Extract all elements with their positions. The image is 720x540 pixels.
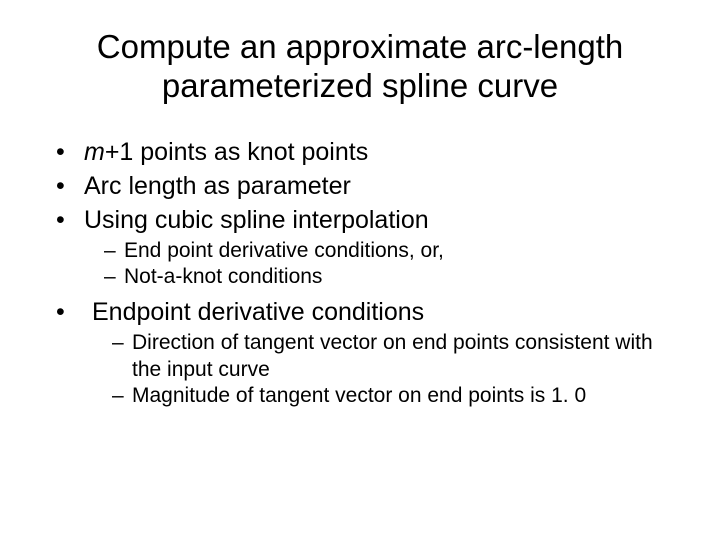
list-text: Magnitude of tangent vector on end point… <box>132 384 586 407</box>
list-text: Direction of tangent vector on end point… <box>132 331 653 380</box>
list-text: Using cubic spline interpolation <box>84 206 429 234</box>
list-item: Direction of tangent vector on end point… <box>112 330 682 383</box>
list-item: Not-a-knot conditions <box>104 264 682 290</box>
list-item: Magnitude of tangent vector on end point… <box>112 383 682 409</box>
list-item: Using cubic spline interpolation End poi… <box>56 204 682 291</box>
list-item: End point derivative conditions, or, <box>104 238 682 264</box>
list-text: Arc length as parameter <box>84 172 351 200</box>
list-item: Arc length as parameter <box>56 170 682 202</box>
sub-list: End point derivative conditions, or, Not… <box>84 238 682 291</box>
sub-list: Direction of tangent vector on end point… <box>92 330 682 409</box>
list-text: End point derivative conditions, or, <box>124 239 444 262</box>
list-text: Endpoint derivative conditions <box>92 298 424 326</box>
slide-title: Compute an approximate arc-length parame… <box>38 28 682 106</box>
list-item: m+1 points as knot points <box>56 136 682 168</box>
list-text: Not-a-knot conditions <box>124 265 322 288</box>
italic-var: m <box>84 138 105 166</box>
list-item: Endpoint derivative conditions Direction… <box>56 296 682 409</box>
list-text: +1 points as knot points <box>105 138 368 166</box>
bullet-list: m+1 points as knot points Arc length as … <box>38 136 682 409</box>
